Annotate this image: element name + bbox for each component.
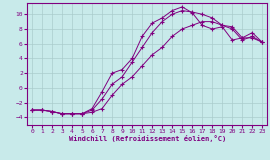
X-axis label: Windchill (Refroidissement éolien,°C): Windchill (Refroidissement éolien,°C) xyxy=(69,135,226,142)
